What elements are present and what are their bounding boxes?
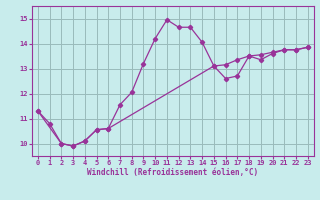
X-axis label: Windchill (Refroidissement éolien,°C): Windchill (Refroidissement éolien,°C) (87, 168, 258, 177)
